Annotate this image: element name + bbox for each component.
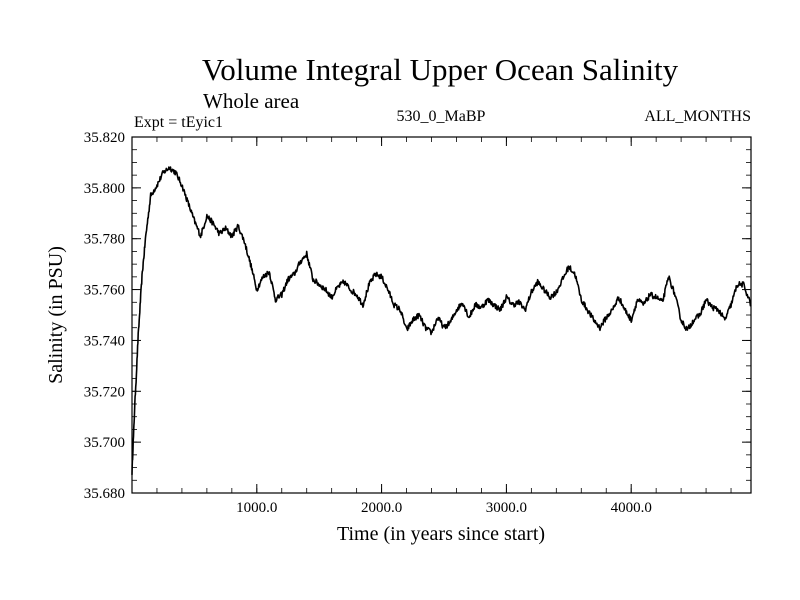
y-tick-labels: 35.680 35.700 35.720 35.740 35.760 35.780 35.8… [84,130,125,502]
series-line [131,166,752,475]
chart-title: Volume Integral Upper Ocean Salinity [202,52,679,87]
x-tick-label: 1000.0 [236,500,277,516]
y-axis-label: Salinity (in PSU) [45,246,67,384]
y-tick-label: 35.760 [84,283,125,299]
plot-series [131,166,752,475]
y-tick-label: 35.820 [84,130,125,146]
header-left-label: Expt = tEyic1 [134,114,223,131]
y-tick-label: 35.740 [84,333,125,349]
chart-subtitle: Whole area [203,89,300,113]
y-tick-label: 35.680 [84,486,125,502]
y-tick-label: 35.780 [84,232,125,248]
x-tick-label: 4000.0 [611,500,652,516]
y-tick-label: 35.800 [84,181,125,197]
y-tick-label: 35.700 [84,435,125,451]
plot-frame [131,136,752,494]
axis-ticks [131,136,751,494]
x-tick-label: 3000.0 [486,500,527,516]
header-right-label: ALL_MONTHS [644,108,751,125]
x-tick-labels: 1000.0 2000.0 3000.0 4000.0 [236,500,652,516]
x-tick-label: 2000.0 [361,500,402,516]
x-axis-label: Time (in years since start) [337,523,545,545]
y-tick-label: 35.720 [84,384,125,400]
header-center-label: 530_0_MaBP [397,108,486,125]
